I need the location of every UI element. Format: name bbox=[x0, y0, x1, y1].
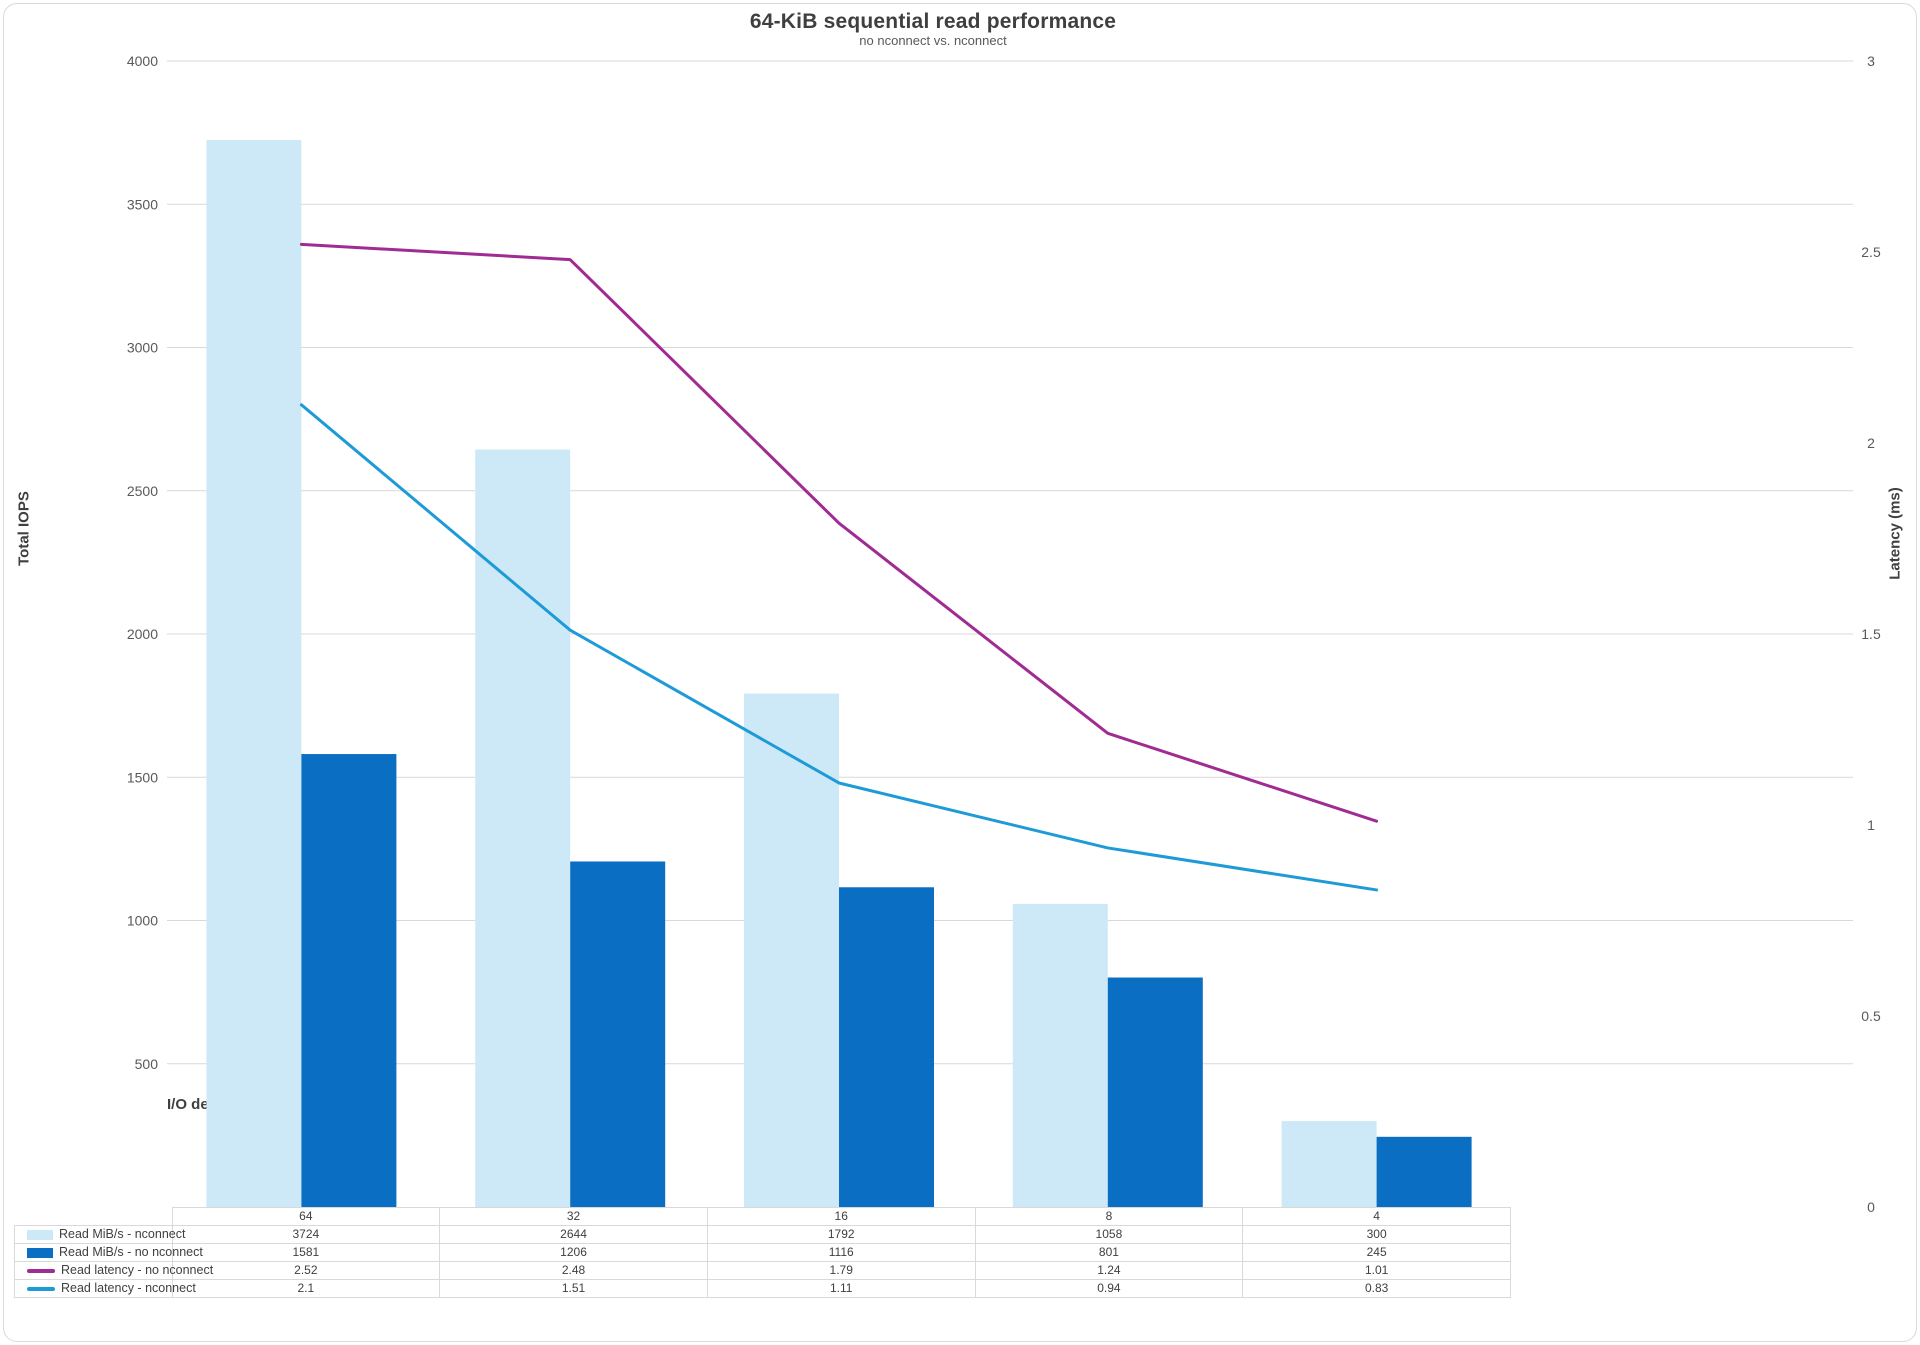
primary-axis-tick: 2500 bbox=[127, 483, 158, 499]
legend-line-swatch bbox=[27, 1268, 55, 1273]
chart-border bbox=[3, 3, 1917, 1342]
legend-bar-swatch bbox=[27, 1247, 53, 1258]
data-table: 64 32 16 8 4 Read MiB/s - nconnect 3724 2644 179… bbox=[14, 1207, 1511, 1298]
primary-axis-tick: 1500 bbox=[127, 769, 158, 785]
primary-axis-tick: 500 bbox=[135, 1056, 159, 1072]
bar-read-mib-s-nconnect[interactable] bbox=[1281, 1121, 1377, 1207]
category-header-cell: 32 bbox=[439, 1207, 708, 1226]
secondary-axis-tick: 1.5 bbox=[1861, 626, 1881, 642]
secondary-axis-tick: 2 bbox=[1867, 435, 1875, 451]
value-cell: 801 bbox=[974, 1243, 1244, 1262]
bar-read-mib-s-nconnect[interactable] bbox=[744, 693, 839, 1207]
primary-axis-tick: 2000 bbox=[127, 626, 158, 642]
legend-cell[interactable]: Read MiB/s - no nconnect bbox=[14, 1243, 203, 1262]
value-cell: 2.48 bbox=[439, 1261, 708, 1280]
value-cell: 300 bbox=[1242, 1225, 1511, 1244]
value-cell: 3724 bbox=[171, 1225, 441, 1244]
legend-line-swatch bbox=[27, 1286, 55, 1291]
value-cell: 1206 bbox=[439, 1243, 708, 1262]
legend-cell[interactable]: Read latency - nconnect bbox=[14, 1279, 196, 1298]
value-cell: 0.83 bbox=[1242, 1279, 1511, 1298]
secondary-axis-tick: 0.5 bbox=[1861, 1008, 1881, 1024]
table-row: Read MiB/s - nconnect 3724 2644 1792 1058 300 bbox=[14, 1225, 1511, 1244]
primary-axis-tick: 1000 bbox=[127, 913, 158, 929]
secondary-axis-tick: 3 bbox=[1867, 53, 1875, 69]
value-cell: 1581 bbox=[171, 1243, 441, 1262]
value-cell: 1.11 bbox=[706, 1279, 976, 1298]
legend-cell[interactable]: Read latency - no nconnect bbox=[14, 1261, 213, 1280]
bar-read-mib-s-no-nconnect[interactable] bbox=[1107, 977, 1203, 1207]
bar-read-mib-s-no-nconnect[interactable] bbox=[301, 754, 397, 1207]
secondary-axis-tick: 1 bbox=[1867, 817, 1875, 833]
category-header-cell: 4 bbox=[1242, 1207, 1511, 1226]
secondary-axis-tick: 0 bbox=[1867, 1199, 1875, 1215]
bar-read-mib-s-nconnect[interactable] bbox=[475, 449, 571, 1207]
value-cell: 1.79 bbox=[706, 1261, 976, 1280]
value-cell: 1.24 bbox=[974, 1261, 1244, 1280]
value-cell: 1058 bbox=[974, 1225, 1244, 1244]
category-header-cell: 16 bbox=[706, 1207, 976, 1226]
bar-read-mib-s-nconnect[interactable] bbox=[206, 140, 302, 1208]
table-header-row: 64 32 16 8 4 bbox=[15, 1207, 1511, 1226]
primary-axis-tick: 4000 bbox=[127, 53, 158, 69]
table-row: Read MiB/s - no nconnect 1581 1206 1116 801 2… bbox=[14, 1243, 1511, 1262]
value-cell: 2.1 bbox=[171, 1279, 441, 1298]
legend-label: Read latency - no nconnect bbox=[61, 1263, 214, 1278]
legend-label: Read MiB/s - nconnect bbox=[59, 1227, 186, 1242]
table-row: Read latency - nconnect 2.1 1.51 1.11 0.94 0.… bbox=[14, 1279, 1511, 1298]
bar-read-mib-s-no-nconnect[interactable] bbox=[1376, 1136, 1472, 1207]
legend-bar-swatch bbox=[27, 1229, 53, 1240]
legend-label: Read MiB/s - no nconnect bbox=[59, 1245, 203, 1260]
bar-read-mib-s-nconnect[interactable] bbox=[1012, 903, 1108, 1207]
bar-read-mib-s-no-nconnect[interactable] bbox=[570, 861, 666, 1207]
table-row: Read latency - no nconnect 2.52 2.48 1.79 1.… bbox=[14, 1261, 1511, 1280]
value-cell: 1116 bbox=[706, 1243, 976, 1262]
table-corner-cell bbox=[15, 1208, 173, 1226]
value-cell: 1.01 bbox=[1242, 1261, 1511, 1280]
chart-title: 64-KiB sequential read performance bbox=[749, 10, 1117, 33]
secondary-axis-tick: 2.5 bbox=[1861, 244, 1881, 260]
value-cell: 1.51 bbox=[439, 1279, 708, 1298]
line-read-latency-nconnect[interactable] bbox=[299, 403, 1379, 892]
value-cell: 2644 bbox=[439, 1225, 708, 1244]
bar-read-mib-s-no-nconnect[interactable] bbox=[839, 887, 934, 1207]
chart-subtitle: no nconnect vs. nconnect bbox=[859, 33, 1007, 48]
category-header-cell: 64 bbox=[171, 1207, 441, 1226]
legend-label: Read latency - nconnect bbox=[61, 1281, 196, 1296]
category-header-cell: 8 bbox=[974, 1207, 1244, 1226]
legend-cell[interactable]: Read MiB/s - nconnect bbox=[14, 1225, 185, 1244]
value-cell: 245 bbox=[1242, 1243, 1511, 1262]
value-cell: 1792 bbox=[706, 1225, 976, 1244]
line-read-latency-no-nconnect[interactable] bbox=[299, 242, 1379, 823]
value-cell: 0.94 bbox=[974, 1279, 1244, 1298]
primary-axis-tick: 3000 bbox=[127, 340, 158, 356]
primary-axis-tick: 3500 bbox=[127, 196, 158, 212]
